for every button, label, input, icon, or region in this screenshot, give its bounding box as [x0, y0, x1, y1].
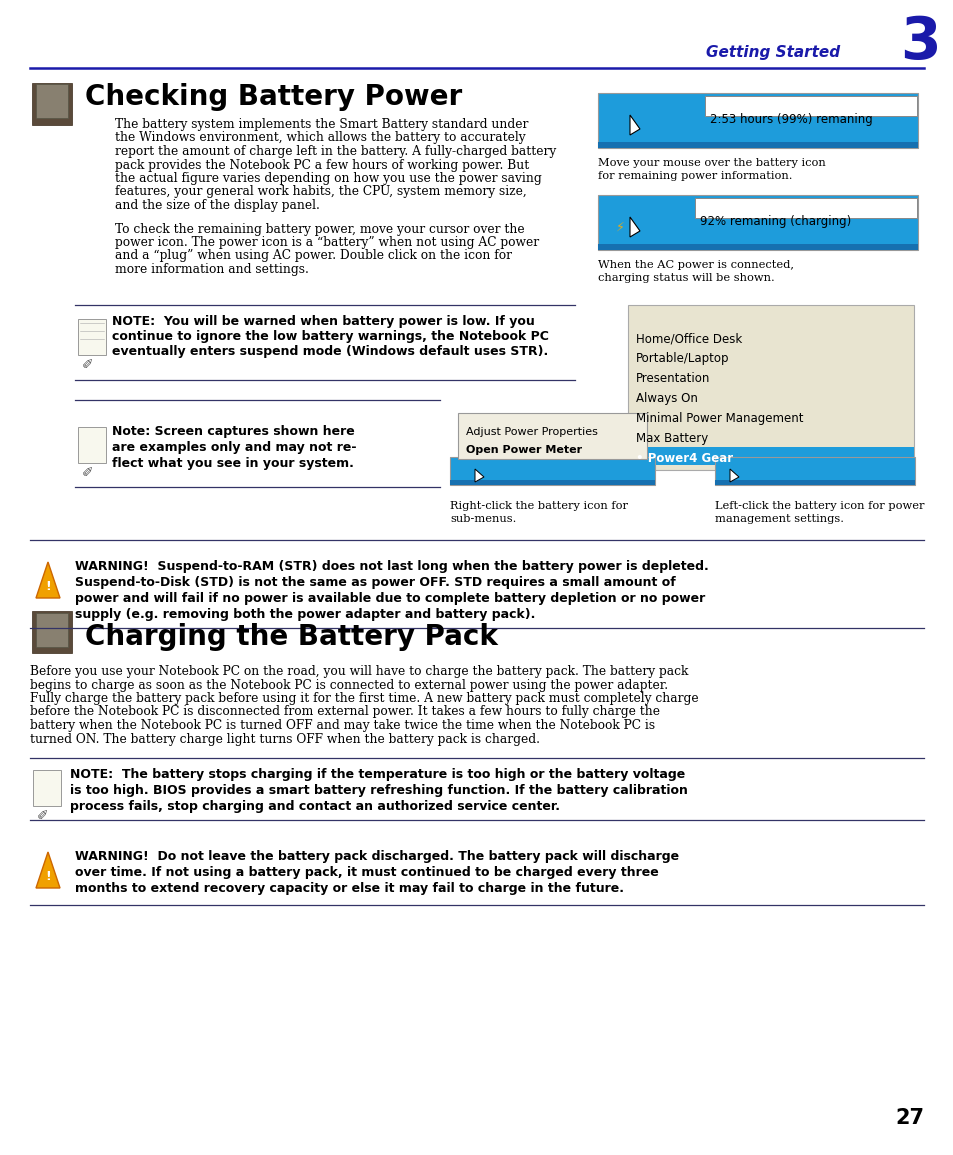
Text: Adjust Power Properties: Adjust Power Properties	[465, 427, 598, 437]
Text: report the amount of charge left in the battery. A fully-charged battery: report the amount of charge left in the …	[115, 146, 556, 158]
FancyBboxPatch shape	[32, 611, 71, 653]
Text: power and will fail if no power is available due to complete battery depletion o: power and will fail if no power is avail…	[75, 593, 704, 605]
Text: WARNING!  Do not leave the battery pack discharged. The battery pack will discha: WARNING! Do not leave the battery pack d…	[75, 850, 679, 863]
Text: the actual figure varies depending on how you use the power saving: the actual figure varies depending on ho…	[115, 172, 541, 185]
Text: Move your mouse over the battery icon: Move your mouse over the battery icon	[598, 158, 825, 167]
Bar	[598, 142, 917, 148]
Text: 92% remaning (charging): 92% remaning (charging)	[700, 215, 850, 228]
Bar	[450, 457, 655, 485]
FancyBboxPatch shape	[704, 96, 916, 116]
Text: !: !	[45, 580, 51, 593]
Text: pack provides the Notebook PC a few hours of working power. But: pack provides the Notebook PC a few hour…	[115, 158, 529, 171]
Text: Suspend-to-Disk (STD) is not the same as power OFF. STD requires a small amount : Suspend-to-Disk (STD) is not the same as…	[75, 576, 675, 589]
Polygon shape	[36, 852, 60, 888]
FancyBboxPatch shape	[457, 413, 646, 459]
Bar	[714, 457, 914, 485]
Text: process fails, stop charging and contact an authorized service center.: process fails, stop charging and contact…	[70, 800, 559, 813]
Text: and the size of the display panel.: and the size of the display panel.	[115, 199, 319, 213]
Text: for remaining power information.: for remaining power information.	[598, 171, 792, 181]
Text: is too high. BIOS provides a smart battery refreshing function. If the battery c: is too high. BIOS provides a smart batte…	[70, 784, 687, 797]
Text: power icon. The power icon is a “battery” when not using AC power: power icon. The power icon is a “battery…	[115, 236, 538, 249]
Text: and a “plug” when using AC power. Double click on the icon for: and a “plug” when using AC power. Double…	[115, 249, 512, 262]
Text: Portable/Laptop: Portable/Laptop	[636, 352, 729, 365]
Polygon shape	[36, 562, 60, 598]
FancyBboxPatch shape	[78, 319, 106, 355]
Text: Getting Started: Getting Started	[705, 45, 840, 60]
Text: Left-click the battery icon for power: Left-click the battery icon for power	[714, 501, 923, 511]
Text: The battery system implements the Smart Battery standard under: The battery system implements the Smart …	[115, 118, 528, 131]
Text: management settings.: management settings.	[714, 514, 843, 524]
Text: Before you use your Notebook PC on the road, you will have to charge the battery: Before you use your Notebook PC on the r…	[30, 665, 688, 678]
Text: begins to charge as soon as the Notebook PC is connected to external power using: begins to charge as soon as the Notebook…	[30, 678, 667, 692]
FancyBboxPatch shape	[36, 613, 68, 647]
Text: more information and settings.: more information and settings.	[115, 263, 309, 276]
Text: before the Notebook PC is disconnected from external power. It takes a few hours: before the Notebook PC is disconnected f…	[30, 706, 659, 718]
Text: over time. If not using a battery pack, it must continued to be charged every th: over time. If not using a battery pack, …	[75, 866, 659, 879]
Text: Right-click the battery icon for: Right-click the battery icon for	[450, 501, 627, 511]
Bar	[598, 94, 917, 148]
Bar	[598, 195, 917, 249]
Text: Note: Screen captures shown here: Note: Screen captures shown here	[112, 425, 355, 438]
Text: Open Power Meter: Open Power Meter	[465, 445, 581, 455]
Text: Home/Office Desk: Home/Office Desk	[636, 331, 741, 345]
Bar	[450, 480, 655, 485]
Text: ✐: ✐	[37, 808, 49, 822]
Text: charging status will be shown.: charging status will be shown.	[598, 273, 774, 283]
Text: • Power4 Gear: • Power4 Gear	[636, 452, 732, 465]
FancyBboxPatch shape	[78, 427, 106, 463]
Polygon shape	[629, 217, 639, 237]
Text: ⚡: ⚡	[616, 221, 624, 233]
Text: To check the remaining battery power, move your cursor over the: To check the remaining battery power, mo…	[115, 223, 524, 236]
FancyBboxPatch shape	[36, 84, 68, 118]
Text: NOTE:  You will be warned when battery power is low. If you: NOTE: You will be warned when battery po…	[112, 315, 535, 328]
Text: Checking Battery Power: Checking Battery Power	[85, 83, 462, 111]
FancyBboxPatch shape	[627, 305, 913, 470]
FancyBboxPatch shape	[695, 198, 916, 218]
Bar	[627, 447, 913, 465]
Text: continue to ignore the low battery warnings, the Notebook PC: continue to ignore the low battery warni…	[112, 330, 548, 343]
Polygon shape	[475, 469, 483, 482]
Text: 3: 3	[899, 14, 940, 70]
Text: sub-menus.: sub-menus.	[450, 514, 516, 524]
Text: are examples only and may not re-: are examples only and may not re-	[112, 441, 356, 454]
Text: Presentation: Presentation	[636, 372, 710, 385]
Bar	[714, 480, 914, 485]
Polygon shape	[729, 469, 739, 482]
Text: Minimal Power Management: Minimal Power Management	[636, 412, 802, 425]
Text: 2:53 hours (99%) remaning: 2:53 hours (99%) remaning	[709, 113, 872, 126]
Text: turned ON. The battery charge light turns OFF when the battery pack is charged.: turned ON. The battery charge light turn…	[30, 732, 539, 745]
Text: Charging the Battery Pack: Charging the Battery Pack	[85, 623, 497, 651]
Bar	[598, 244, 917, 249]
FancyBboxPatch shape	[32, 83, 71, 125]
Text: supply (e.g. removing both the power adapter and battery pack).: supply (e.g. removing both the power ada…	[75, 608, 535, 621]
FancyBboxPatch shape	[33, 770, 61, 806]
Text: flect what you see in your system.: flect what you see in your system.	[112, 457, 354, 470]
Text: WARNING!  Suspend-to-RAM (STR) does not last long when the battery power is depl: WARNING! Suspend-to-RAM (STR) does not l…	[75, 560, 708, 573]
Text: ✐: ✐	[82, 465, 93, 479]
Text: months to extend recovery capacity or else it may fail to charge in the future.: months to extend recovery capacity or el…	[75, 882, 623, 895]
Text: battery when the Notebook PC is turned OFF and may take twice the time when the : battery when the Notebook PC is turned O…	[30, 720, 655, 732]
Text: 27: 27	[894, 1108, 923, 1128]
Text: NOTE:  The battery stops charging if the temperature is too high or the battery : NOTE: The battery stops charging if the …	[70, 768, 684, 781]
Text: the Windows environment, which allows the battery to accurately: the Windows environment, which allows th…	[115, 132, 525, 144]
Polygon shape	[629, 116, 639, 135]
Text: ✐: ✐	[82, 357, 93, 371]
Text: eventually enters suspend mode (Windows default uses STR).: eventually enters suspend mode (Windows …	[112, 345, 548, 358]
Text: Max Battery: Max Battery	[636, 432, 707, 445]
Text: Always On: Always On	[636, 392, 698, 405]
Text: features, your general work habits, the CPU, system memory size,: features, your general work habits, the …	[115, 186, 526, 199]
Text: !: !	[45, 870, 51, 882]
Text: Fully charge the battery pack before using it for the first time. A new battery : Fully charge the battery pack before usi…	[30, 692, 698, 705]
Text: When the AC power is connected,: When the AC power is connected,	[598, 260, 793, 270]
